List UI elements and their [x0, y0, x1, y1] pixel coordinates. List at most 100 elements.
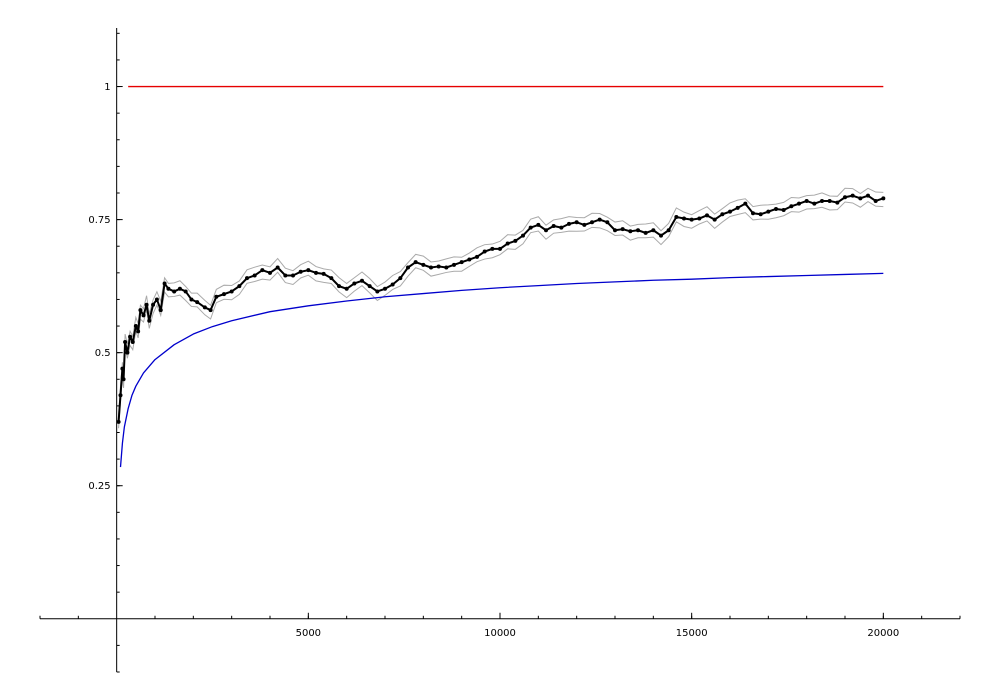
upper-band-line	[118, 187, 884, 415]
data-point	[498, 246, 502, 251]
data-point	[172, 289, 177, 294]
data-point	[712, 217, 717, 222]
data-point	[413, 260, 418, 265]
data-point	[144, 302, 149, 307]
data-point	[214, 294, 219, 299]
data-point	[628, 229, 633, 234]
data-point	[559, 225, 564, 230]
series-layer	[116, 85, 886, 468]
data-point	[674, 214, 679, 219]
data-point	[162, 281, 167, 286]
data-point	[306, 268, 311, 273]
data-point	[252, 273, 257, 278]
data-point	[567, 221, 571, 226]
data-point	[406, 265, 410, 270]
data-point	[475, 254, 479, 259]
data-point	[314, 270, 318, 275]
data-point	[237, 284, 242, 289]
data-point	[866, 193, 870, 198]
data-point	[651, 228, 656, 233]
data-point	[804, 198, 809, 203]
data-point	[643, 230, 648, 235]
lower-band-line	[118, 201, 884, 429]
data-point	[116, 419, 121, 424]
y-tick-label: 1	[104, 82, 110, 93]
data-point	[613, 228, 617, 233]
data-point	[398, 276, 403, 281]
data-point	[390, 282, 395, 287]
data-point	[128, 334, 133, 339]
data-point	[781, 208, 786, 213]
data-point	[138, 308, 143, 313]
data-point	[827, 198, 832, 203]
data-point	[590, 220, 594, 225]
data-point	[367, 284, 372, 289]
data-point	[421, 262, 426, 267]
y-tick-label: 0.5	[95, 348, 111, 359]
data-point	[268, 270, 272, 275]
data-point	[597, 217, 602, 222]
data-point	[490, 246, 495, 251]
y-tick-label: 0.75	[88, 215, 110, 226]
data-point	[352, 281, 357, 286]
data-point	[521, 233, 525, 238]
data-point	[321, 271, 326, 276]
data-point	[452, 262, 456, 267]
data-point	[735, 205, 740, 210]
data-point	[705, 213, 709, 218]
data-point	[574, 220, 579, 225]
data-point	[329, 276, 334, 281]
data-point	[183, 289, 188, 294]
data-point	[697, 216, 702, 221]
data-point	[189, 297, 194, 302]
data-point	[605, 220, 610, 225]
data-point	[245, 276, 249, 281]
data-point	[551, 223, 556, 228]
data-point	[835, 200, 840, 205]
data-point	[283, 273, 288, 278]
data-point	[789, 204, 794, 209]
data-point	[544, 228, 548, 233]
data-point	[636, 228, 640, 233]
confidence-band-layer	[118, 187, 884, 429]
data-point	[743, 201, 748, 206]
data-point	[659, 233, 663, 238]
data-point	[202, 305, 207, 310]
x-tick-label: 20000	[867, 628, 899, 639]
data-point	[383, 286, 387, 291]
series-line-theoretical	[119, 272, 884, 468]
data-point	[118, 393, 123, 398]
data-point	[375, 289, 380, 294]
data-point	[275, 265, 280, 270]
data-point	[125, 350, 130, 355]
data-point	[360, 278, 364, 283]
data-point	[291, 273, 295, 278]
data-point	[229, 289, 234, 294]
data-point	[666, 228, 671, 233]
data-point	[123, 340, 128, 345]
series-line-empirical	[117, 194, 884, 422]
data-point	[536, 222, 541, 227]
data-point	[843, 195, 847, 200]
data-point	[528, 225, 533, 230]
data-point	[177, 286, 182, 291]
data-point	[758, 212, 763, 217]
data-point	[858, 196, 863, 201]
data-point	[881, 196, 886, 201]
data-point	[774, 206, 778, 211]
data-point	[151, 302, 156, 307]
data-point	[120, 366, 125, 371]
data-point	[459, 260, 464, 265]
data-point	[429, 265, 433, 270]
data-point	[873, 198, 878, 203]
data-point	[121, 377, 126, 382]
data-point	[766, 209, 771, 214]
data-point	[820, 198, 824, 203]
data-point	[208, 308, 213, 313]
data-point	[136, 329, 141, 334]
x-tick-label: 5000	[296, 628, 321, 639]
data-point	[436, 264, 441, 269]
data-point	[689, 217, 694, 222]
data-point	[154, 297, 159, 302]
